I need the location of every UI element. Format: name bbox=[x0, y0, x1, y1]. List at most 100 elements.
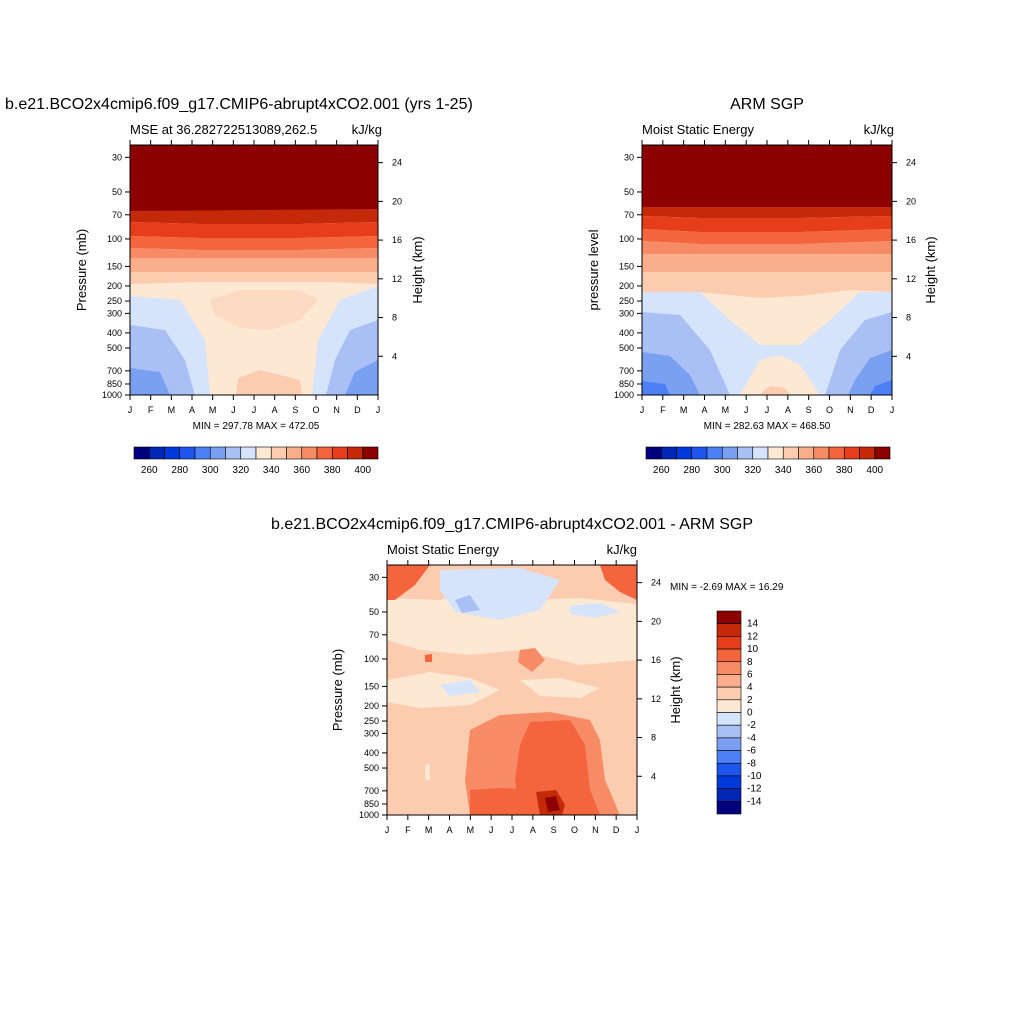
height-tick-label: 20 bbox=[392, 196, 402, 206]
colorbar-swatch bbox=[676, 446, 693, 460]
colorbar-swatch bbox=[859, 446, 876, 460]
colorbar-label: -2 bbox=[747, 720, 756, 731]
colorbar-swatch bbox=[209, 446, 226, 460]
panel-arm-sgp: ARM SGP Moist Static Energy kJ/kg J F M A M J… bbox=[586, 96, 938, 476]
colorbar-swatch bbox=[716, 762, 742, 777]
x-tick-label: J bbox=[890, 405, 895, 415]
panel-3-min-max: MIN = -2.69 MAX = 16.29 bbox=[670, 582, 784, 593]
colorbar-label: -8 bbox=[747, 758, 756, 769]
x-tick-label: M bbox=[425, 825, 433, 835]
x-tick-label: D bbox=[868, 405, 875, 415]
y-tick-label: 250 bbox=[619, 296, 634, 306]
y-tick-label: 200 bbox=[364, 701, 379, 711]
colorbar-label: 10 bbox=[747, 644, 759, 655]
x-tick-label: A bbox=[272, 405, 278, 415]
panel-2-band-350 bbox=[642, 241, 892, 254]
x-tick-label: J bbox=[252, 405, 257, 415]
height-tick-label: 24 bbox=[651, 578, 661, 588]
height-tick-label: 24 bbox=[906, 158, 916, 168]
colorbar-swatch bbox=[331, 446, 348, 460]
y-tick-label: 50 bbox=[624, 187, 634, 197]
panel-2-title: ARM SGP bbox=[730, 96, 804, 113]
x-tick-label: N bbox=[592, 825, 599, 835]
y-tick-label: 500 bbox=[619, 343, 634, 353]
x-tick-label: J bbox=[744, 405, 749, 415]
x-tick-label: O bbox=[826, 405, 833, 415]
y-tick-label: 1000 bbox=[614, 390, 634, 400]
x-tick-label: S bbox=[806, 405, 812, 415]
colorbar-swatch bbox=[798, 446, 815, 460]
colorbar-swatch bbox=[782, 446, 799, 460]
colorbar-label: 300 bbox=[202, 465, 219, 476]
panel-2-warm-lowlevel bbox=[740, 355, 820, 395]
colorbar-swatch bbox=[716, 648, 742, 663]
height-tick-label: 20 bbox=[651, 616, 661, 626]
colorbar-label: -10 bbox=[747, 771, 762, 782]
y-tick-label: 100 bbox=[619, 234, 634, 244]
y-tick-label: 850 bbox=[107, 379, 122, 389]
x-tick-label: J bbox=[385, 825, 390, 835]
y-tick-label: 300 bbox=[107, 308, 122, 318]
panel-2-band-360 bbox=[642, 229, 892, 244]
y-tick-label: 150 bbox=[619, 261, 634, 271]
x-tick-label: N bbox=[847, 405, 854, 415]
y-tick-label: 500 bbox=[364, 763, 379, 773]
panel-1-band-380 bbox=[130, 209, 378, 224]
colorbar-swatch bbox=[716, 724, 742, 739]
colorbar-label: 12 bbox=[747, 631, 759, 642]
panel-2-height-axis: 24 20 16 12 8 4 bbox=[892, 158, 916, 361]
panel-3-subtitle-right: kJ/kg bbox=[607, 542, 637, 557]
panel-3-blue-spot-right bbox=[570, 603, 620, 618]
panel-1-colorbar: 260 280 300 320 340 360 380 400 bbox=[133, 446, 379, 476]
colorbar-label: 2 bbox=[747, 695, 753, 706]
colorbar-label: 340 bbox=[263, 465, 280, 476]
colorbar-swatch bbox=[660, 446, 677, 460]
panel-2-band-top bbox=[642, 145, 892, 209]
colorbar-swatch bbox=[645, 446, 662, 460]
panel-2-band-370 bbox=[642, 216, 892, 232]
panel-3-light-150 bbox=[387, 672, 500, 708]
panel-1-band-top bbox=[130, 145, 378, 211]
colorbar-swatch bbox=[286, 446, 303, 460]
colorbar-swatch bbox=[225, 446, 242, 460]
colorbar-swatch bbox=[240, 446, 257, 460]
y-tick-label: 150 bbox=[107, 261, 122, 271]
colorbar-label: 380 bbox=[836, 465, 853, 476]
y-tick-label: 70 bbox=[112, 210, 122, 220]
colorbar-swatch bbox=[767, 446, 784, 460]
panel-1-band-340 bbox=[130, 272, 378, 284]
panel-1-band-370 bbox=[130, 222, 378, 238]
x-tick-label: A bbox=[530, 825, 536, 835]
colorbar-label: 14 bbox=[747, 619, 759, 630]
y-tick-label: 1000 bbox=[102, 390, 122, 400]
colorbar-swatch bbox=[270, 446, 287, 460]
panel-model-mse: b.e21.BCO2x4cmip6.f09_g17.CMIP6-abrupt4x… bbox=[5, 96, 473, 476]
x-tick-label: F bbox=[148, 405, 154, 415]
panel-2-min-max: MIN = 282.63 MAX = 468.50 bbox=[704, 421, 831, 432]
panel-3-blue-spot-150 bbox=[440, 680, 480, 696]
panel-2-ylabel: pressure level bbox=[586, 229, 601, 310]
y-tick-label: 30 bbox=[369, 572, 379, 582]
y-tick-label: 300 bbox=[364, 728, 379, 738]
x-tick-label: N bbox=[333, 405, 340, 415]
panel-2-band-345 bbox=[642, 254, 892, 272]
colorbar-label: -4 bbox=[747, 733, 756, 744]
panel-3-light-dot-500 bbox=[425, 764, 430, 780]
y-tick-label: 300 bbox=[619, 308, 634, 318]
colorbar-label: -6 bbox=[747, 746, 756, 757]
colorbar-swatch bbox=[813, 446, 830, 460]
colorbar-label: -14 bbox=[747, 796, 762, 807]
panel-1-band-350 bbox=[130, 248, 378, 258]
y-tick-label: 100 bbox=[364, 654, 379, 664]
x-tick-label: S bbox=[292, 405, 298, 415]
y-tick-label: 70 bbox=[624, 210, 634, 220]
panel-1-subtitle-right: kJ/kg bbox=[352, 122, 382, 137]
colorbar-label: 260 bbox=[141, 465, 158, 476]
panel-1-ylabel: Pressure (mb) bbox=[74, 229, 89, 311]
y-tick-label: 50 bbox=[369, 607, 379, 617]
panel-1-subtitle-left: MSE at 36.282722513089,262.5 bbox=[130, 122, 317, 137]
y-tick-label: 500 bbox=[107, 343, 122, 353]
